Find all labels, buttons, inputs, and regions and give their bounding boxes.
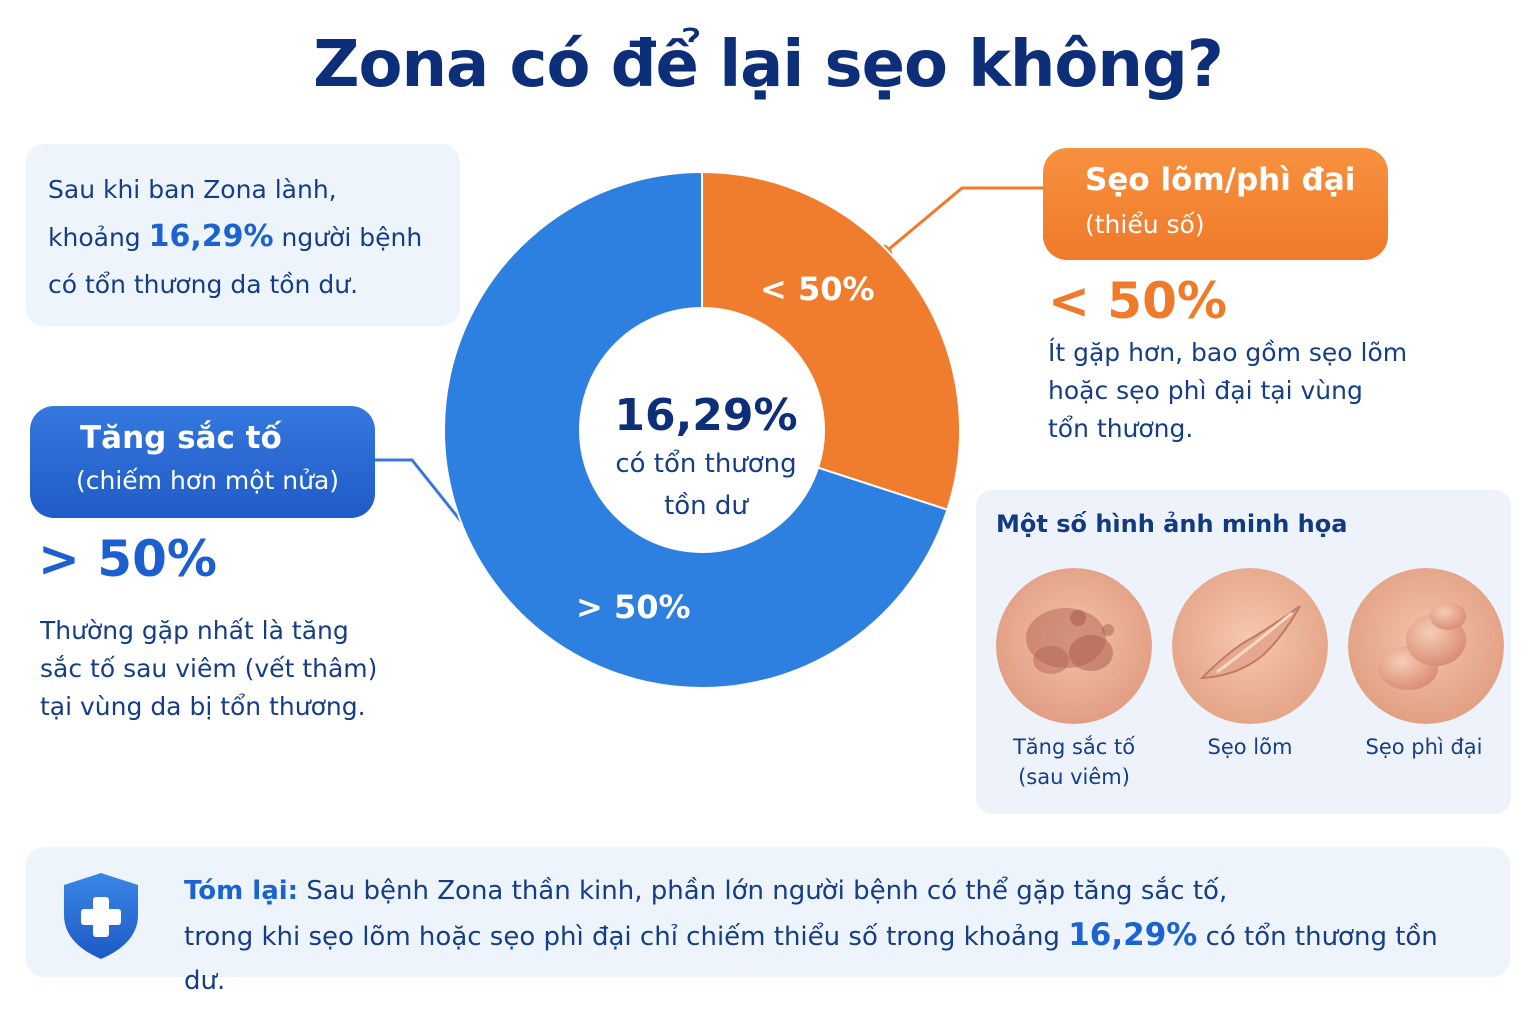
right-callout-subtitle: (thiểu số): [1085, 210, 1205, 239]
right-desc-line-3: tổn thương.: [1048, 414, 1194, 443]
slice-label-blue: > 50%: [576, 588, 691, 626]
intro-line-2-pre: khoảng: [48, 223, 149, 252]
right-callout-title: Sẹo lõm/phì đại: [1085, 162, 1356, 198]
donut-hole: [580, 308, 824, 552]
gallery-label-1b: (sau viêm): [1018, 765, 1130, 789]
donut-center-label-2: tồn dư: [664, 491, 748, 521]
right-desc-line-1: Ít gặp hơn, bao gồm sẹo lõm: [1048, 338, 1408, 367]
shield-plus-icon: [64, 873, 138, 959]
intro-text: Sau khi ban Zona lành, khoảng 16,29% ngư…: [48, 166, 448, 308]
summary-line-1-text: Sau bệnh Zona thần kinh, phần lớn người …: [298, 876, 1228, 906]
summary-line-2: trong khi sẹo lõm hoặc sẹo phì đại chỉ c…: [184, 913, 1484, 1003]
donut-chart: [443, 170, 961, 689]
gallery-label-hyperpigmentation: Tăng sắc tố (sau viêm): [984, 732, 1164, 792]
summary-text: Tóm lại: Sau bệnh Zona thần kinh, phần l…: [184, 869, 1484, 1003]
summary-line-1: Tóm lại: Sau bệnh Zona thần kinh, phần l…: [184, 869, 1484, 913]
intro-line-3: có tổn thương da tồn dư.: [48, 270, 359, 299]
right-callout-pill: Sẹo lõm/phì đại (thiểu số): [1043, 148, 1388, 260]
intro-highlight-value: 16,29%: [148, 219, 274, 254]
gallery-label-3: Sẹo phì đại: [1365, 735, 1483, 759]
gallery-label-1a: Tăng sắc tố: [1012, 735, 1136, 759]
intro-card: Sau khi ban Zona lành, khoảng 16,29% ngư…: [26, 144, 460, 326]
left-callout-desc: Thường gặp nhất là tăng sắc tố sau viêm …: [40, 612, 400, 726]
right-desc-line-2: hoặc sẹo phì đại tại vùng: [1048, 376, 1363, 405]
intro-line-2-post: người bệnh: [273, 223, 423, 252]
left-callout-title: Tăng sắc tố: [80, 420, 282, 456]
left-callout-pill: Tăng sắc tố (chiếm hơn một nửa): [30, 406, 375, 518]
slice-label-orange: < 50%: [760, 270, 875, 308]
hypertrophic-scar-image: [1348, 568, 1504, 724]
intro-line-2: khoảng 16,29% người bệnh: [48, 213, 448, 261]
left-desc-line-3: tại vùng da bị tổn thương.: [40, 692, 366, 721]
gallery-title: Một số hình ảnh minh họa: [996, 510, 1348, 538]
summary-highlight-value: 16,29%: [1068, 917, 1198, 953]
summary-line-2-pre: trong khi sẹo lõm hoặc sẹo phì đại chỉ c…: [184, 922, 1069, 952]
right-callout-value: < 50%: [1048, 272, 1227, 330]
page-title: Zona có để lại sẹo không?: [313, 28, 1224, 102]
summary-lead: Tóm lại:: [184, 876, 299, 906]
donut-center-label-1: có tổn thương: [615, 449, 797, 479]
left-callout-value: > 50%: [38, 530, 217, 588]
donut-center: 16,29% có tổn thương tồn dư: [586, 390, 826, 525]
summary-card: Tóm lại: Sau bệnh Zona thần kinh, phần l…: [26, 847, 1510, 996]
gallery-label-2: Sẹo lõm: [1207, 735, 1293, 759]
gallery-label-atrophic: Sẹo lõm: [1160, 732, 1340, 762]
left-callout-subtitle: (chiếm hơn một nửa): [76, 466, 340, 495]
right-callout-desc: Ít gặp hơn, bao gồm sẹo lõm hoặc sẹo phì…: [1048, 334, 1428, 448]
left-desc-line-2: sắc tố sau viêm (vết thâm): [40, 654, 378, 683]
gallery-label-hypertrophic: Sẹo phì đại: [1334, 732, 1514, 762]
left-desc-line-1: Thường gặp nhất là tăng: [40, 616, 349, 645]
donut-center-value: 16,29%: [614, 390, 798, 441]
intro-line-1: Sau khi ban Zona lành,: [48, 175, 337, 204]
hyperpigmentation-image: [996, 568, 1152, 724]
illustration-gallery: Một số hình ảnh minh họa: [976, 490, 1511, 814]
summary-line-2-post: có tổn thương tồn dư.: [184, 922, 1438, 996]
atrophic-scar-image: [1172, 568, 1328, 724]
